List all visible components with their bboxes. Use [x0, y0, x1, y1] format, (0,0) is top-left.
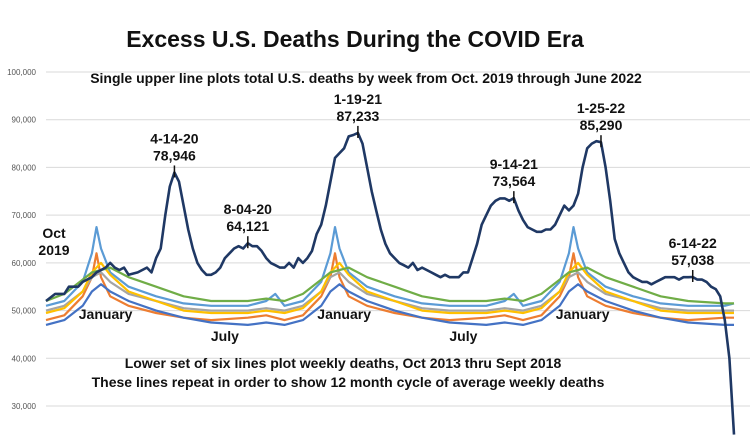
annotation-date: Oct	[42, 225, 66, 241]
annotation-date: 4-14-20	[150, 130, 198, 146]
y-tick-label: 40,000	[12, 354, 37, 363]
annotation-value: 85,290	[580, 117, 623, 133]
total-deaths-line	[45, 131, 736, 435]
month-label: July	[449, 328, 477, 344]
lower-series-note-2: These lines repeat in order to show 12 m…	[92, 374, 605, 390]
chart-title: Excess U.S. Deaths During the COVID Era	[126, 26, 584, 52]
annotation-date: 1-25-22	[577, 100, 625, 116]
annotation-date: 1-19-21	[334, 91, 382, 107]
y-tick-label: 60,000	[12, 259, 37, 268]
y-tick-label: 30,000	[12, 402, 37, 411]
month-label: January	[556, 306, 610, 322]
y-tick-label: 100,000	[7, 68, 36, 77]
baseline-series-line	[45, 226, 735, 307]
baseline-series-line	[45, 266, 734, 305]
baseline-series-line	[45, 261, 734, 315]
y-tick-label: 50,000	[12, 307, 37, 316]
upper-series-note: Single upper line plots total U.S. death…	[90, 70, 642, 86]
annotation-value: 2019	[38, 242, 69, 258]
annotation-date: 8-04-20	[224, 201, 272, 217]
baseline-series-line	[45, 271, 734, 312]
total-deaths-line-group	[45, 131, 736, 435]
y-tick-label: 80,000	[12, 163, 37, 172]
annotation-value: 87,233	[336, 108, 379, 124]
baseline-series-line	[45, 283, 734, 326]
lower-series-note-1: Lower set of six lines plot weekly death…	[125, 355, 562, 371]
annotation-value: 73,564	[492, 173, 535, 189]
y-axis-ticks: 30,000 40,000 50,000 60,000 70,000 80,000 90,0…	[7, 68, 36, 411]
month-labels: January July January July January	[79, 306, 610, 344]
baseline-cycle-lines	[45, 226, 735, 326]
month-label: January	[79, 306, 133, 322]
y-tick-label: 90,000	[12, 116, 37, 125]
annotation-date: 9-14-21	[490, 156, 538, 172]
annotation-value: 57,038	[671, 252, 714, 268]
month-label: January	[317, 306, 371, 322]
annotation-value: 64,121	[226, 218, 269, 234]
y-tick-label: 70,000	[12, 211, 37, 220]
annotation-value: 78,946	[153, 147, 196, 163]
month-label: July	[211, 328, 239, 344]
annotation-date: 6-14-22	[669, 235, 717, 251]
